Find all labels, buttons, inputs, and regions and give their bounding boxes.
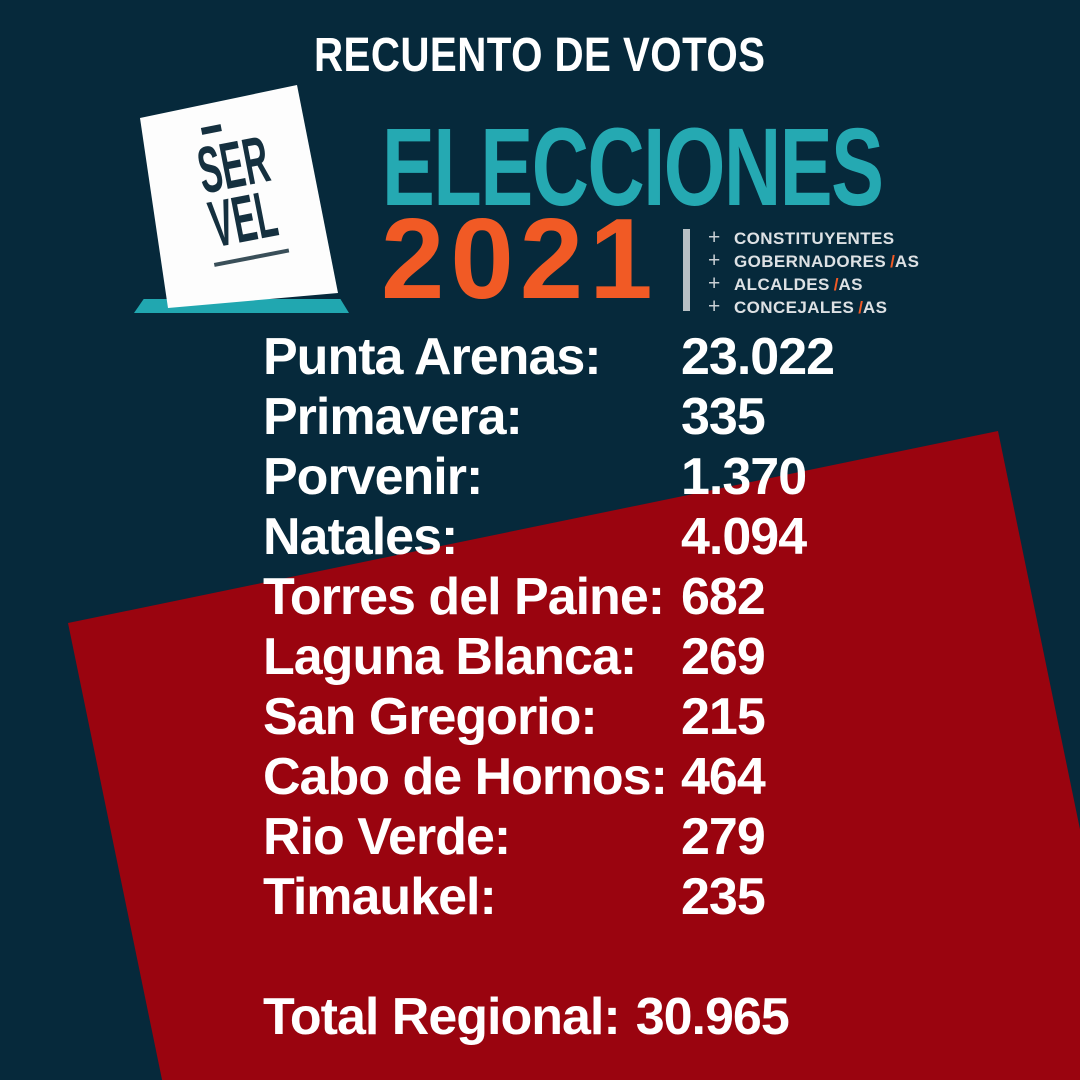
- category-suffix: AS: [838, 275, 863, 294]
- vote-count: 4.094: [681, 508, 807, 566]
- commune-label: Torres del Paine:: [263, 568, 665, 626]
- plus-icon: +: [708, 249, 721, 272]
- result-row: Torres del Paine: 682: [263, 567, 1053, 627]
- category-suffix: AS: [894, 252, 920, 271]
- vote-count: 682: [681, 568, 766, 626]
- vote-count: 269: [681, 628, 766, 686]
- commune-label: Primavera:: [263, 388, 523, 446]
- commune-label: Natales:: [263, 508, 458, 566]
- brand-divider-bar: [683, 229, 690, 311]
- category-label: CONSTITUYENTES: [734, 229, 895, 248]
- commune-label: Laguna Blanca:: [263, 628, 637, 686]
- plus-icon: +: [708, 295, 721, 318]
- category-line: + CONSTITUYENTES: [708, 226, 919, 249]
- result-row: San Gregorio: 215: [263, 687, 1053, 747]
- vote-count: 215: [681, 688, 766, 746]
- total-label: Total Regional:: [263, 988, 621, 1046]
- commune-label: Punta Arenas:: [263, 328, 602, 386]
- result-row: Timaukel: 235: [263, 867, 1053, 927]
- page-title-text: RECUENTO DE VOTOS: [314, 29, 766, 82]
- result-row: Natales: 4.094: [263, 507, 1053, 567]
- commune-label: Rio Verde:: [263, 808, 511, 866]
- servel-logo: SER VEL: [154, 109, 323, 276]
- year-wordmark: 2021: [381, 196, 659, 323]
- total-value: 30.965: [635, 988, 790, 1046]
- result-row: Porvenir: 1.370: [263, 447, 1053, 507]
- election-categories: + CONSTITUYENTES + GOBERNADORES / AS + A…: [708, 226, 919, 318]
- commune-label: Timaukel:: [263, 868, 497, 926]
- category-slash: /: [890, 252, 895, 271]
- servel-logo-line2: VEL: [203, 175, 284, 262]
- result-row: Rio Verde: 279: [263, 807, 1053, 867]
- plus-icon: +: [708, 226, 721, 249]
- commune-label: San Gregorio:: [263, 688, 598, 746]
- total-row: Total Regional: 30.965: [263, 987, 790, 1047]
- vote-count: 279: [681, 808, 766, 866]
- result-row: Primavera: 335: [263, 387, 1053, 447]
- elecciones-wordmark: ELECCIONES: [382, 106, 884, 229]
- result-row: Punta Arenas: 23.022: [263, 327, 1053, 387]
- category-line: + ALCALDES / AS: [708, 272, 919, 295]
- vote-results-list: Punta Arenas: 23.022 Primavera: 335 Porv…: [263, 327, 1053, 927]
- commune-label: Porvenir:: [263, 448, 483, 506]
- category-slash: /: [858, 298, 863, 317]
- vote-count: 1.370: [681, 448, 807, 506]
- category-line: + GOBERNADORES / AS: [708, 249, 919, 272]
- vote-count: 335: [681, 388, 766, 446]
- vote-count: 23.022: [681, 328, 835, 386]
- category-label: ALCALDES: [734, 275, 830, 294]
- page-title: RECUENTO DE VOTOS: [0, 28, 1080, 84]
- result-row: Laguna Blanca: 269: [263, 627, 1053, 687]
- category-slash: /: [833, 275, 839, 294]
- result-row: Cabo de Hornos: 464: [263, 747, 1053, 807]
- category-line: + CONCEJALES / AS: [708, 295, 919, 318]
- plus-icon: +: [708, 272, 721, 295]
- category-label: CONCEJALES: [734, 298, 855, 317]
- category-suffix: AS: [862, 298, 888, 317]
- vote-count: 235: [681, 868, 766, 926]
- vote-count: 464: [681, 748, 766, 806]
- commune-label: Cabo de Hornos:: [263, 748, 668, 806]
- category-label: GOBERNADORES: [734, 252, 887, 271]
